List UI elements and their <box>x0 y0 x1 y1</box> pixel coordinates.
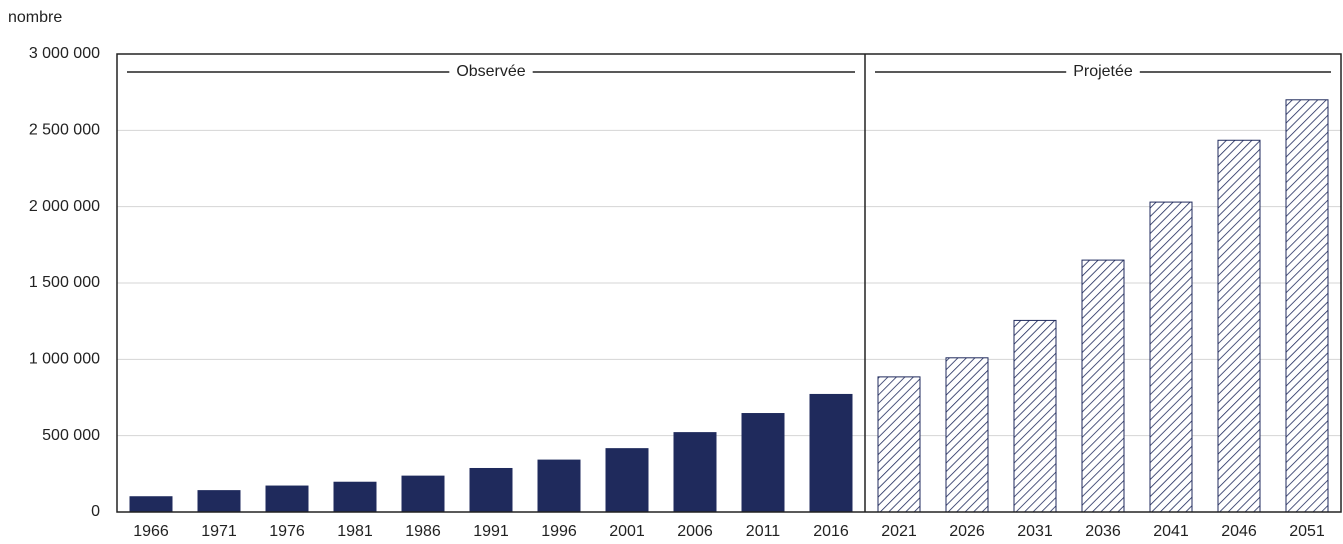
bar <box>1217 139 1261 513</box>
x-tick-label: 2041 <box>1153 523 1189 540</box>
x-tick-label: 2051 <box>1289 523 1325 540</box>
bar <box>197 490 241 513</box>
x-tick-label: 2031 <box>1017 523 1053 540</box>
bar <box>809 393 853 513</box>
legend-label: Observée <box>456 63 525 80</box>
x-tick-label: 1996 <box>541 523 577 540</box>
bar <box>877 376 921 513</box>
bar <box>129 496 173 513</box>
y-tick-label: 0 <box>91 503 100 520</box>
x-tick-label: 1976 <box>269 523 305 540</box>
plot-frame <box>116 53 1342 513</box>
x-tick-label: 2006 <box>677 523 713 540</box>
y-axis-label: nombre <box>8 9 62 26</box>
x-tick-label: 2021 <box>881 523 917 540</box>
y-tick-label: 2 000 000 <box>29 198 100 215</box>
bar <box>1081 259 1125 513</box>
bar <box>401 475 445 513</box>
bar <box>945 357 989 513</box>
x-tick-label: 2011 <box>746 523 781 540</box>
y-tick-label: 3 000 000 <box>29 45 100 62</box>
x-tick-label: 2016 <box>813 523 849 540</box>
x-tick-label: 1966 <box>133 523 169 540</box>
bar <box>605 448 649 513</box>
bar <box>537 459 581 513</box>
bar <box>1149 201 1193 513</box>
y-tick-label: 1 500 000 <box>29 274 100 291</box>
x-tick-label: 1986 <box>405 523 441 540</box>
bar <box>673 432 717 513</box>
bar <box>265 485 309 513</box>
x-tick-label: 1991 <box>473 523 509 540</box>
x-tick-label: 1971 <box>201 523 237 540</box>
bar <box>333 481 377 513</box>
x-tick-label: 2026 <box>949 523 985 540</box>
x-tick-label: 2036 <box>1085 523 1121 540</box>
y-tick-label: 1 000 000 <box>29 351 100 368</box>
section-label-bg <box>1066 62 1140 82</box>
y-tick-label: 500 000 <box>42 427 100 444</box>
x-tick-label: 2001 <box>609 523 645 540</box>
x-tick-label: 2046 <box>1221 523 1257 540</box>
bar <box>741 413 785 513</box>
legend-label: Projetée <box>1073 63 1133 80</box>
bar <box>1285 99 1329 513</box>
bar <box>1013 319 1057 513</box>
x-tick-label: 1981 <box>337 523 373 540</box>
bar <box>469 467 513 513</box>
y-tick-label: 2 500 000 <box>29 122 100 139</box>
section-label-bg <box>449 62 533 82</box>
